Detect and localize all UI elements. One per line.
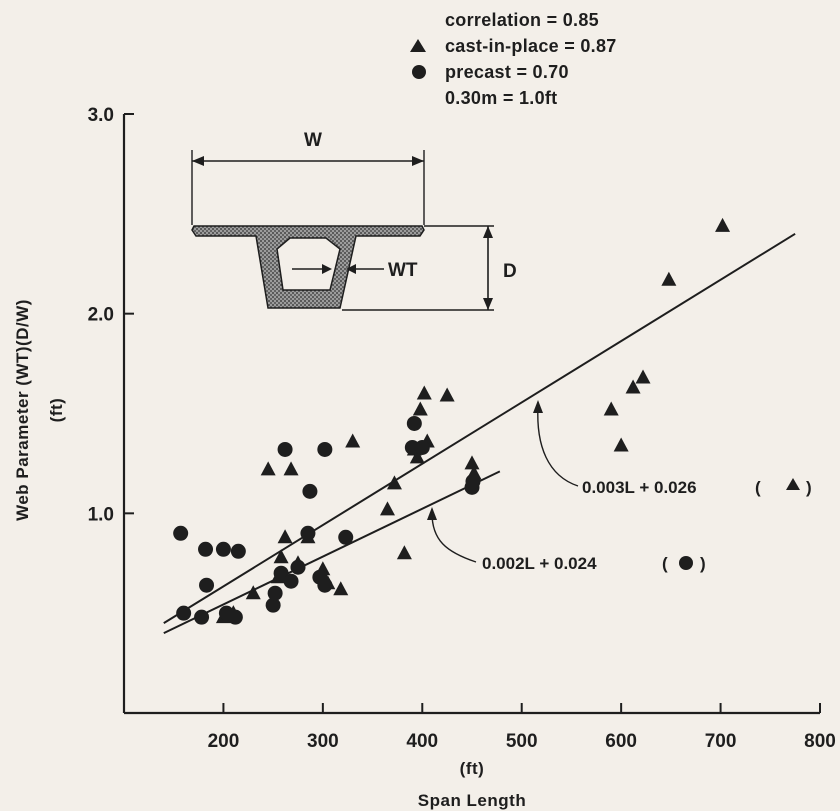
cross-section-inset: W WT D xyxy=(192,130,517,310)
triangle-point xyxy=(413,402,428,416)
x-tick-label: 600 xyxy=(605,731,637,752)
circle-point xyxy=(228,610,243,625)
circle-point xyxy=(284,574,299,589)
legend-unit-conversion: 0.30m = 1.0ft xyxy=(445,88,557,108)
y-tick-label: 1.0 xyxy=(88,504,114,525)
triangle-point xyxy=(278,529,293,543)
circle-point xyxy=(317,442,332,457)
triangle-point xyxy=(284,461,299,475)
triangle-point xyxy=(333,581,348,595)
web-thickness-label: WT xyxy=(388,260,418,281)
width-label: W xyxy=(304,130,322,151)
triangle-point xyxy=(440,388,455,402)
circle-point xyxy=(268,586,283,601)
circle-point xyxy=(291,560,306,575)
fit-label-triangle-close-paren: ) xyxy=(806,478,812,497)
triangle-point xyxy=(345,433,360,447)
fit-label-triangle-open-paren: ( xyxy=(755,478,761,497)
legend-cast-in-place: cast-in-place = 0.87 xyxy=(445,36,617,56)
fit-label-triangle: 0.003L + 0.026 xyxy=(582,478,697,497)
circle-point xyxy=(338,530,353,545)
circle-point xyxy=(465,474,480,489)
fit-leader-circle xyxy=(432,513,476,562)
triangle-point xyxy=(261,461,276,475)
triangle-point xyxy=(661,272,676,286)
y-axis-title: Web Parameter (WT)(D/W) xyxy=(13,299,32,521)
circle-point xyxy=(198,542,213,557)
fit-line-circle xyxy=(164,471,500,633)
circle-point xyxy=(278,442,293,457)
circle-point xyxy=(194,610,209,625)
depth-arrow-top xyxy=(483,226,493,238)
y-tick-label: 2.0 xyxy=(88,305,114,326)
width-arrow-right xyxy=(412,156,424,166)
legend-triangle-marker xyxy=(410,39,426,52)
x-tick-label: 200 xyxy=(208,731,240,752)
width-arrow-left xyxy=(192,156,204,166)
axis-ticks: 200 300 400 500 600 700 800 1.0 2.0 3.0 xyxy=(88,105,836,752)
fit-label-circle-marker xyxy=(679,556,693,570)
legend: correlation = 0.85 cast-in-place = 0.87 … xyxy=(410,10,617,108)
x-axis-unit: (ft) xyxy=(460,759,485,778)
circle-point xyxy=(216,542,231,557)
triangle-point xyxy=(604,402,619,416)
x-tick-label: 500 xyxy=(506,731,538,752)
fit-label-circle: 0.002L + 0.024 xyxy=(482,554,597,573)
triangle-point xyxy=(715,218,730,232)
x-tick-label: 400 xyxy=(406,731,438,752)
x-tick-label: 800 xyxy=(804,731,836,752)
legend-circle-marker xyxy=(412,65,426,79)
fit-label-triangle-marker xyxy=(786,478,800,490)
triangle-point xyxy=(417,386,432,400)
circle-point xyxy=(302,484,317,499)
legend-correlation: correlation = 0.85 xyxy=(445,10,599,30)
circle-point xyxy=(176,606,191,621)
circle-point xyxy=(407,416,422,431)
circle-point xyxy=(415,440,430,455)
fit-label-circle-close-paren: ) xyxy=(700,554,706,573)
triangle-point xyxy=(274,549,289,563)
triangle-point xyxy=(380,501,395,515)
fit-leader-triangle-arrowhead xyxy=(533,400,543,413)
triangle-point xyxy=(397,545,412,559)
x-tick-label: 300 xyxy=(307,731,339,752)
depth-label: D xyxy=(503,261,517,282)
fit-leader-circle-arrowhead xyxy=(427,507,437,520)
y-tick-label: 3.0 xyxy=(88,105,114,126)
web-arrowhead-left xyxy=(322,264,332,274)
x-axis-title: Span Length xyxy=(418,791,526,810)
circle-point xyxy=(231,544,246,559)
circle-point xyxy=(317,578,332,593)
triangle-point xyxy=(465,455,480,469)
legend-precast: precast = 0.70 xyxy=(445,62,569,82)
circle-point xyxy=(173,526,188,541)
triangle-point xyxy=(614,437,629,451)
depth-arrow-bottom xyxy=(483,298,493,310)
y-axis-unit: (ft) xyxy=(47,398,66,423)
circle-point xyxy=(199,578,214,593)
data-points xyxy=(173,218,730,625)
fit-label-circle-open-paren: ( xyxy=(662,554,668,573)
circle-point xyxy=(300,526,315,541)
fit-leader-triangle xyxy=(538,406,578,486)
fit-lines xyxy=(164,234,795,633)
x-tick-label: 700 xyxy=(705,731,737,752)
triangle-point xyxy=(636,370,651,384)
